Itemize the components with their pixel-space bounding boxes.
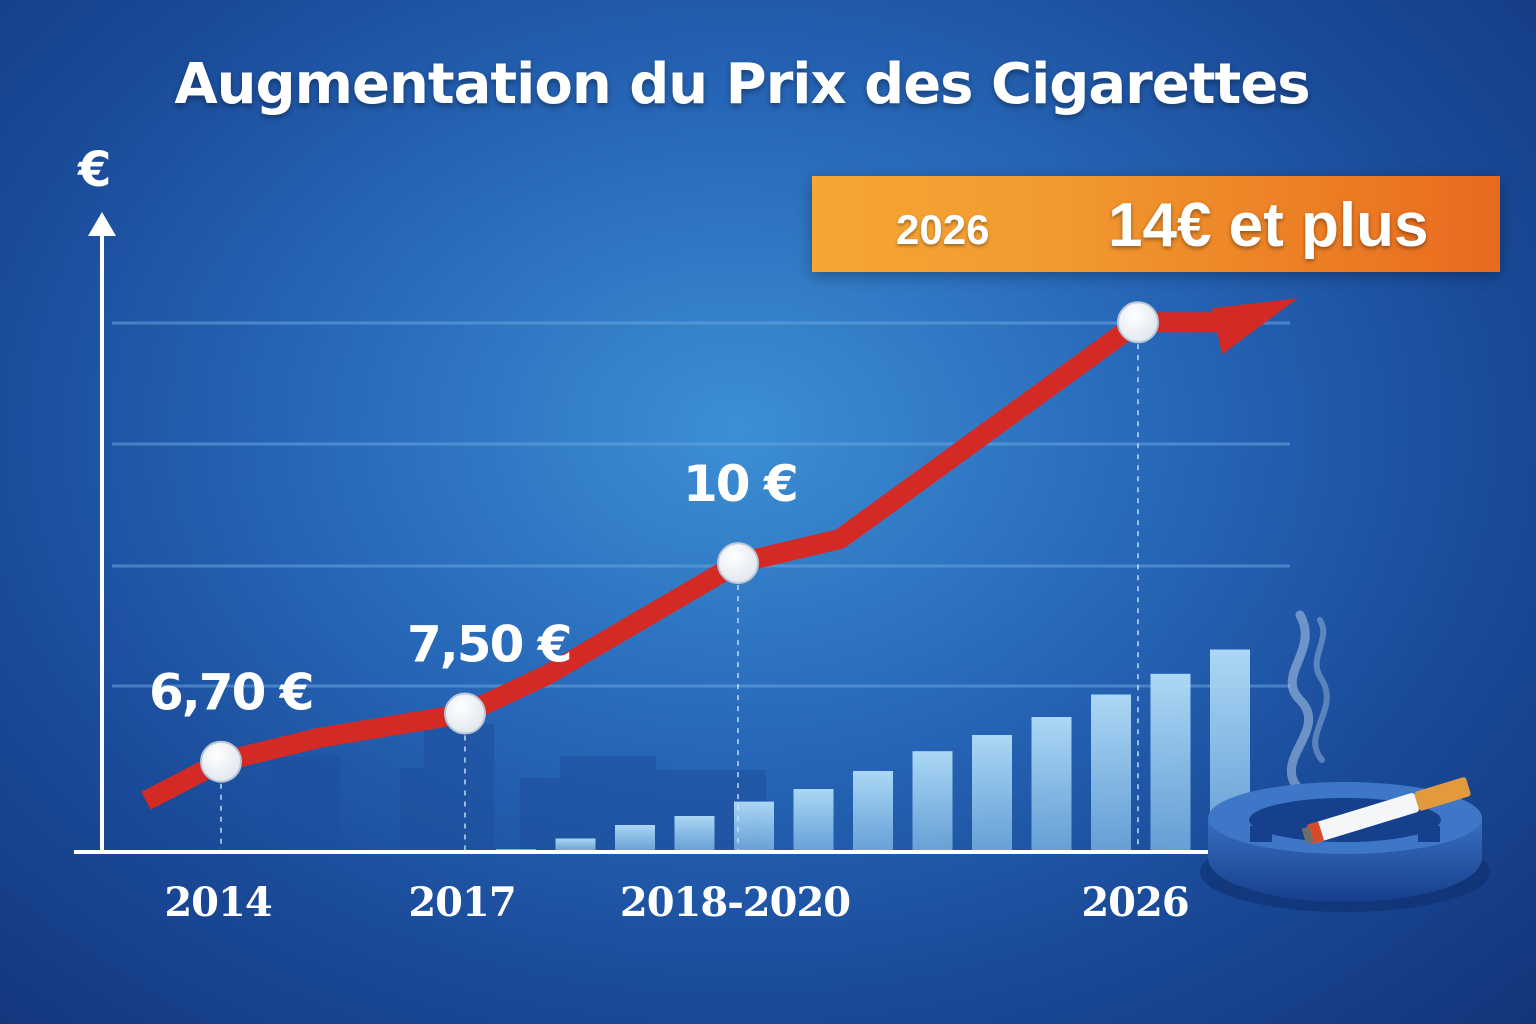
x-tick-labels: 2014 2017 2018-2020 2026 <box>164 879 1189 926</box>
y-axis-label: € <box>78 142 112 198</box>
price-trend-line <box>141 298 1298 810</box>
gridlines <box>112 321 1290 688</box>
background-bar-9 <box>1031 717 1072 852</box>
background-bars <box>496 649 1250 852</box>
background-bar-11 <box>1150 673 1191 852</box>
y-axis-arrow-icon <box>88 212 116 236</box>
data-point-2026 <box>1117 301 1159 344</box>
cigarette-icon <box>1301 777 1471 845</box>
background-bar-8 <box>972 735 1012 852</box>
background-bar-3 <box>674 816 715 852</box>
point-labels: 6,70 € 7,50 € 10 € <box>149 455 799 722</box>
banner-year: 2026 <box>896 206 990 253</box>
background-bar-5 <box>793 789 834 852</box>
chart-title: Augmentation du Prix des Cigarettes <box>174 52 1310 117</box>
data-points <box>200 301 1159 783</box>
trend-line <box>141 312 1218 810</box>
smoke-icon <box>1286 610 1314 795</box>
point-label-2014: 6,70 € <box>149 664 313 722</box>
data-point-2017 <box>444 692 486 735</box>
axes <box>74 212 1210 854</box>
data-point-2018-2020 <box>717 542 759 585</box>
x-tick-label-2026: 2026 <box>1081 879 1188 926</box>
background-bar-10 <box>1091 694 1131 852</box>
x-tick-label-2018-2020: 2018-2020 <box>620 879 850 926</box>
ashtray-icon <box>1200 610 1490 912</box>
background-bar-6 <box>853 771 893 852</box>
background-bar-4 <box>734 801 774 852</box>
x-tick-label-2017: 2017 <box>408 879 515 926</box>
trend-arrow-icon <box>1212 298 1298 355</box>
point-label-2017: 7,50 € <box>407 616 571 674</box>
point-label-2018-2020: 10 € <box>683 455 797 513</box>
x-tick-label-2014: 2014 <box>164 879 271 926</box>
highlight-banner: 2026 14€ et plus <box>812 176 1500 272</box>
background-bar-7 <box>912 751 953 852</box>
data-point-2014 <box>200 740 242 783</box>
background-bar-1 <box>555 838 596 852</box>
background-bar-2 <box>615 825 655 852</box>
banner-price: 14€ et plus <box>1108 191 1429 260</box>
